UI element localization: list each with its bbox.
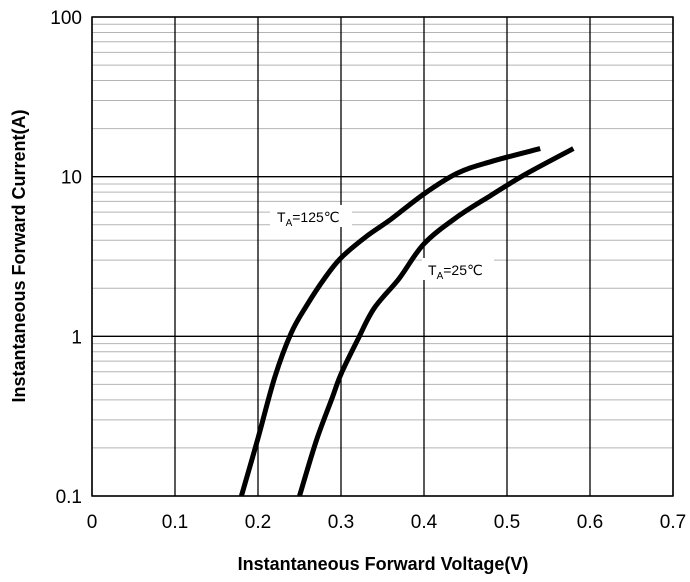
svg-text:TA=25℃: TA=25℃ [428, 262, 483, 282]
series-label-main: T [277, 209, 286, 225]
y-tick-label: 1 [71, 327, 82, 348]
x-tick-label: 0.3 [328, 512, 354, 533]
series-label-main: T [428, 262, 437, 278]
y-axis-title: Instantaneous Forward Current(A) [9, 109, 29, 402]
x-tick-label: 0.7 [660, 512, 686, 533]
svg-text:TA=125℃: TA=125℃ [277, 209, 340, 229]
x-tick-labels: 0 0.1 0.2 0.3 0.4 0.5 0.6 0.7 [87, 512, 687, 533]
x-tick-label: 0.1 [162, 512, 188, 533]
plot-frame [91, 16, 674, 497]
x-tick-label: 0.2 [245, 512, 271, 533]
x-tick-label: 0.5 [494, 512, 520, 533]
y-tick-labels: 0.1 1 10 100 [50, 8, 82, 508]
series-label-sub: A [286, 218, 293, 229]
x-tick-label: 0.6 [577, 512, 603, 533]
minor-gridlines [92, 23, 673, 449]
y-tick-label: 100 [50, 8, 82, 29]
y-tick-label: 10 [61, 168, 82, 189]
series-label-125c: TA=125℃ [270, 205, 352, 229]
series-layer [238, 146, 575, 497]
series-label-rest: =25℃ [443, 262, 482, 278]
series-label-sub: A [437, 271, 444, 282]
x-axis-title: Instantaneous Forward Voltage(V) [238, 554, 529, 574]
major-gridlines [91, 16, 674, 497]
series-line-25c [297, 146, 575, 497]
y-tick-label: 0.1 [56, 487, 82, 508]
x-tick-label: 0 [87, 512, 98, 533]
series-line-125c [238, 146, 541, 497]
series-label-25c: TA=25℃ [422, 258, 494, 282]
series-label-rest: =125℃ [292, 209, 339, 225]
x-tick-label: 0.4 [411, 512, 438, 533]
